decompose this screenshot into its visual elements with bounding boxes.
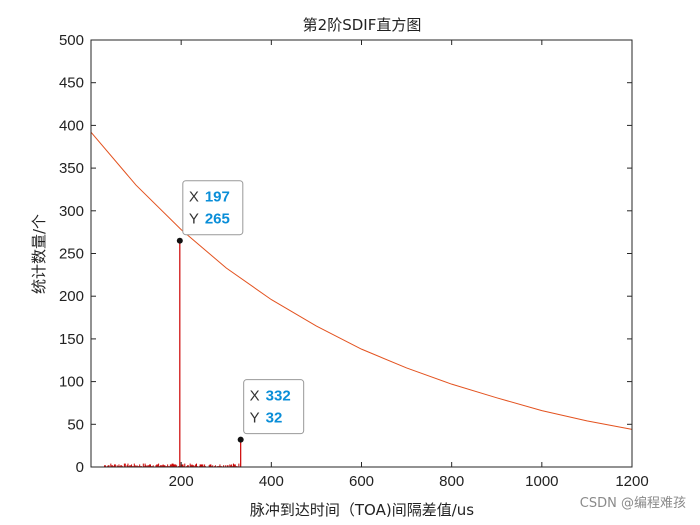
y-tick-label: 100 xyxy=(59,374,84,391)
datatip-y-label: Y xyxy=(250,410,260,427)
threshold-curve xyxy=(90,131,633,430)
datatip-1: X 197 Y 265 xyxy=(182,180,244,236)
x-tick-label: 1000 xyxy=(525,473,558,490)
datatip-box xyxy=(182,180,244,236)
y-tick-label: 450 xyxy=(59,75,84,92)
axes-frame xyxy=(90,39,633,468)
y-tick-label: 200 xyxy=(59,288,84,305)
y-tick-label: 150 xyxy=(59,331,84,348)
datatip-2: X 332 Y 32 xyxy=(243,379,305,435)
datatip-x-value: 332 xyxy=(266,388,291,405)
y-axis-label: 统计数量/个 xyxy=(30,214,48,294)
datatips: X 197 Y 265 X 332 Y 32 xyxy=(182,180,305,435)
y-tick-label: 300 xyxy=(59,203,84,220)
y-tick-label: 0 xyxy=(76,459,84,476)
datatip-y-label: Y xyxy=(189,211,199,228)
datatip-y-value: 265 xyxy=(205,211,230,228)
datatip-marker-1 xyxy=(176,237,183,244)
y-tick-label: 350 xyxy=(59,160,84,177)
x-tick-label: 800 xyxy=(439,473,464,490)
datatip-marker-2 xyxy=(237,436,244,443)
y-tick-label: 250 xyxy=(59,246,84,263)
datatip-y-value: 32 xyxy=(266,410,283,427)
chart-title: 第2阶SDIF直方图 xyxy=(303,16,422,34)
x-axis-label: 脉冲到达时间（TOA)间隔差值/us xyxy=(250,501,474,519)
y-tick-label: 500 xyxy=(59,32,84,49)
datatip-x-label: X xyxy=(189,189,199,206)
datatip-x-label: X xyxy=(250,388,260,405)
x-tick-label: 1200 xyxy=(615,473,648,490)
y-tick-label: 400 xyxy=(59,117,84,134)
watermark: CSDN @编程难孩 xyxy=(579,496,686,511)
y-tick-label: 50 xyxy=(67,416,84,433)
datatip-box xyxy=(243,379,305,435)
x-tick-label: 200 xyxy=(169,473,194,490)
axes: 0 50 100 150 200 250 300 350 400 450 500 200 400 600 8… xyxy=(59,32,649,490)
plot-area xyxy=(90,131,633,467)
datatip-x-value: 197 xyxy=(205,189,230,206)
x-tick-label: 600 xyxy=(349,473,374,490)
x-tick-label: 400 xyxy=(259,473,284,490)
